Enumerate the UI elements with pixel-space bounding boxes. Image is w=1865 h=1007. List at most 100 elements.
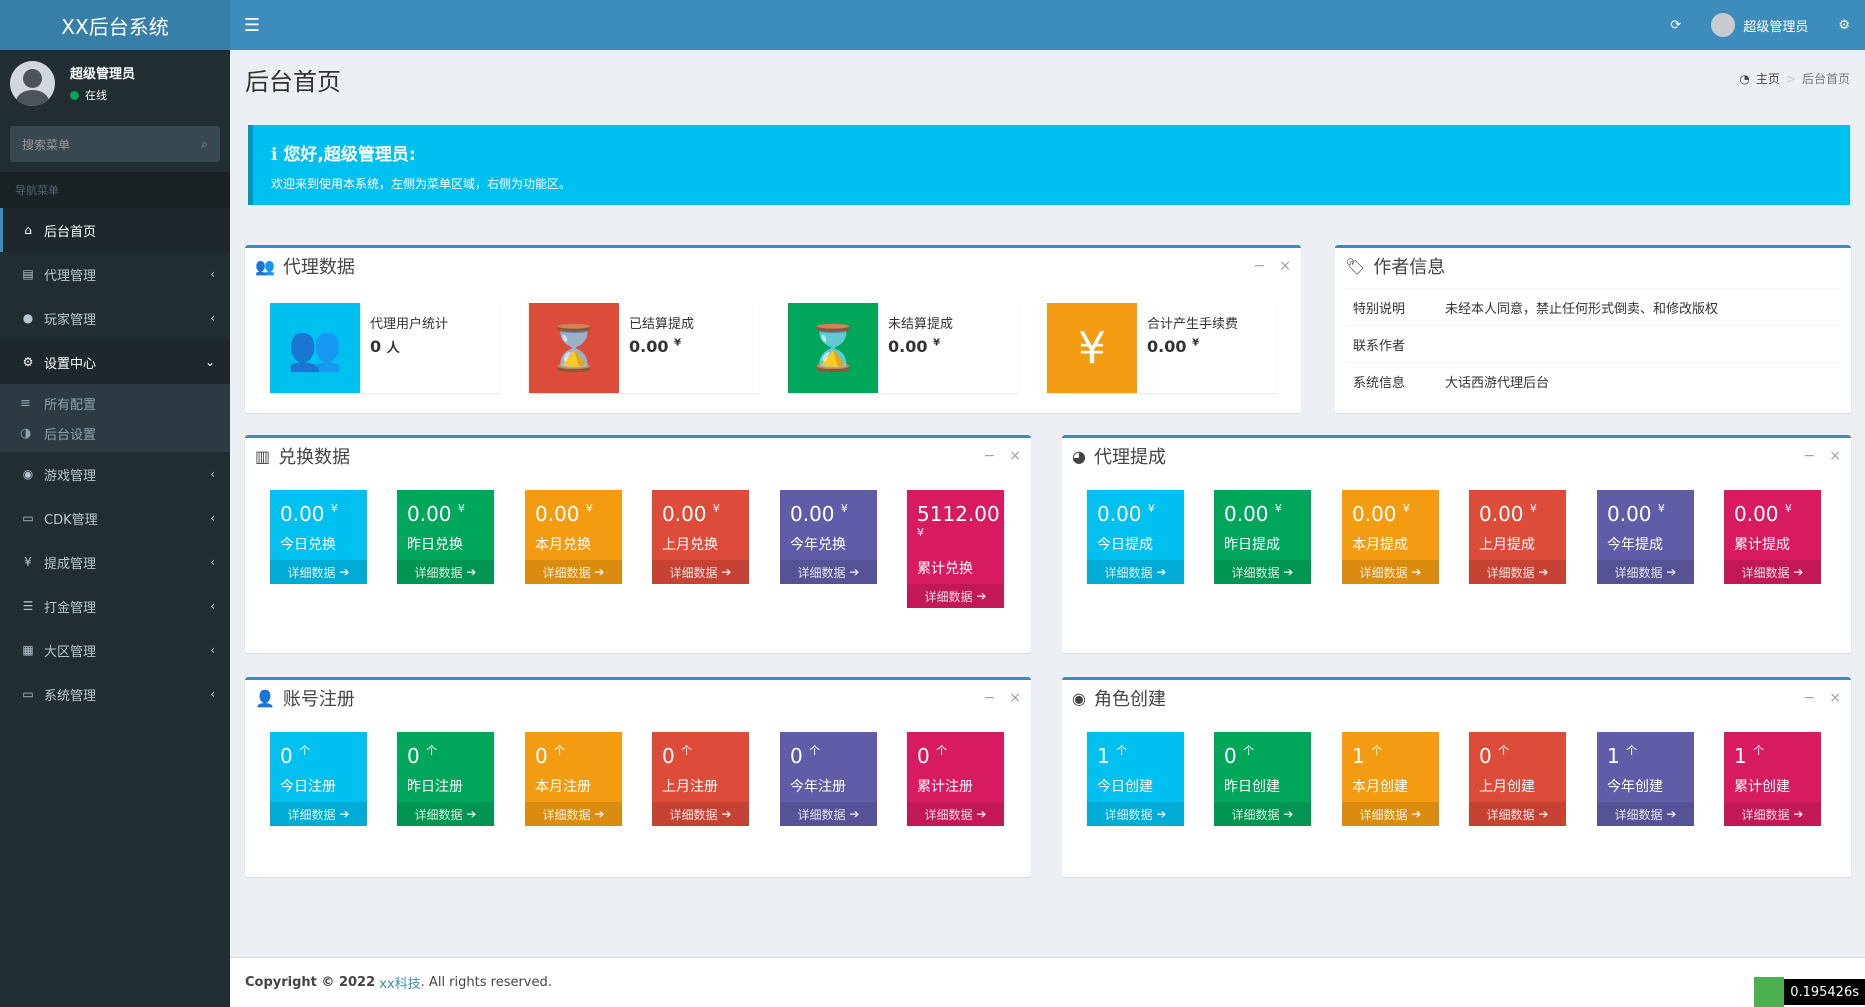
stat-box[interactable]: 0 个今年注册 详细数据 ➔ xyxy=(780,732,877,826)
app-logo[interactable]: XX后台系统 xyxy=(0,0,230,50)
stat-box[interactable]: 0 个昨日创建 详细数据 ➔ xyxy=(1214,732,1311,826)
stat-box[interactable]: 0 个上月创建 详细数据 ➔ xyxy=(1469,732,1566,826)
sidebar-item-commission[interactable]: ¥ 提成管理 ‹ xyxy=(0,540,230,584)
stat-value: 1 xyxy=(1734,744,1747,768)
company-link[interactable]: xx科技 xyxy=(379,977,421,992)
more-info-link[interactable]: 详细数据 ➔ xyxy=(1342,802,1439,826)
info-box-value: 0.00 xyxy=(888,337,928,356)
sidebar-item-settings[interactable]: ⚙ 设置中心 ⌄ xyxy=(0,340,230,384)
agent-data-box: 👥 代理数据 − × 👥 代理用户统计 0 人 ⌛ 已结算提成 0.00 ¥ ⌛ 未… xyxy=(245,245,1301,413)
submenu-item-admin-settings[interactable]: ◑ 后台设置 xyxy=(0,418,230,448)
stat-box[interactable]: 0.00 ¥ 今年兑换 详细数据 ➔ xyxy=(780,490,877,584)
more-info-link[interactable]: 详细数据 ➔ xyxy=(907,584,1004,608)
more-info-link[interactable]: 详细数据 ➔ xyxy=(1469,802,1566,826)
sidebar-item-players[interactable]: ● 玩家管理 ‹ xyxy=(0,296,230,340)
sidebar-item-zones[interactable]: ▦ 大区管理 ‹ xyxy=(0,628,230,672)
stat-box[interactable]: 0.00 ¥ 昨日提成 详细数据 ➔ xyxy=(1214,490,1311,584)
more-info-link[interactable]: 详细数据 ➔ xyxy=(1087,802,1184,826)
stat-box[interactable]: 0 个本月注册 详细数据 ➔ xyxy=(525,732,622,826)
more-label: 详细数据 xyxy=(542,565,591,580)
breadcrumb: ◔ 主页 > 后台首页 xyxy=(1739,70,1850,87)
exchange-data-box: ▥ 兑换数据 − × 0.00 ¥ 今日兑换 详细数据 ➔ 0.00 ¥ 昨日兑换 详细数据… xyxy=(245,435,1031,653)
stat-box[interactable]: 1 个本月创建 详细数据 ➔ xyxy=(1342,732,1439,826)
more-info-link[interactable]: 详细数据 ➔ xyxy=(397,560,494,584)
close-icon[interactable]: × xyxy=(1829,448,1841,464)
stat-box[interactable]: 0.00 ¥ 昨日兑换 详细数据 ➔ xyxy=(397,490,494,584)
more-label: 详细数据 xyxy=(414,565,463,580)
more-info-link[interactable]: 详细数据 ➔ xyxy=(780,802,877,826)
more-info-link[interactable]: 详细数据 ➔ xyxy=(1469,560,1566,584)
stat-box[interactable]: 0.00 ¥ 本月兑换 详细数据 ➔ xyxy=(525,490,622,584)
sidebar-item-home[interactable]: ⌂ 后台首页 xyxy=(0,208,230,252)
more-info-link[interactable]: 详细数据 ➔ xyxy=(1214,560,1311,584)
table-row: 系统信息 大话西游代理后台 xyxy=(1345,362,1841,400)
stat-box[interactable]: 1 个今日创建 详细数据 ➔ xyxy=(1087,732,1184,826)
refresh-icon[interactable]: ⟳ xyxy=(1670,17,1682,33)
search-input[interactable]: 搜索菜单 ⌕ xyxy=(10,126,220,162)
more-info-link[interactable]: 详细数据 ➔ xyxy=(780,560,877,584)
stat-value: 0 xyxy=(917,744,930,768)
stat-box[interactable]: 1 个累计创建 详细数据 ➔ xyxy=(1724,732,1821,826)
collapse-icon[interactable]: − xyxy=(1803,690,1816,706)
collapse-icon[interactable]: − xyxy=(1253,258,1266,274)
collapse-icon[interactable]: − xyxy=(983,690,996,706)
more-label: 详细数据 xyxy=(414,807,463,822)
sidebar-item-games[interactable]: ◉ 游戏管理 ‹ xyxy=(0,452,230,496)
close-icon[interactable]: × xyxy=(1009,448,1021,464)
stat-box[interactable]: 5112.00 ¥ 累计兑换 详细数据 ➔ xyxy=(907,490,1004,608)
arrow-circle-right-icon: ➔ xyxy=(1283,565,1294,579)
arrow-circle-right-icon: ➔ xyxy=(1666,565,1677,579)
stat-box[interactable]: 0.00 ¥ 上月兑换 详细数据 ➔ xyxy=(652,490,749,584)
stat-box[interactable]: 0 个上月注册 详细数据 ➔ xyxy=(652,732,749,826)
more-info-link[interactable]: 详细数据 ➔ xyxy=(1214,802,1311,826)
collapse-icon[interactable]: − xyxy=(983,448,996,464)
stat-unit: 个 xyxy=(554,744,566,757)
more-info-link[interactable]: 详细数据 ➔ xyxy=(652,560,749,584)
close-icon[interactable]: × xyxy=(1829,690,1841,706)
more-info-link[interactable]: 详细数据 ➔ xyxy=(907,802,1004,826)
close-icon[interactable]: × xyxy=(1009,690,1021,706)
sidebar-toggle-icon[interactable]: ☰ xyxy=(243,14,261,36)
close-icon[interactable]: × xyxy=(1279,258,1291,274)
stat-box[interactable]: 0.00 ¥ 本月提成 详细数据 ➔ xyxy=(1342,490,1439,584)
more-info-link[interactable]: 详细数据 ➔ xyxy=(525,560,622,584)
stat-box[interactable]: 0 个昨日注册 详细数据 ➔ xyxy=(397,732,494,826)
stat-box[interactable]: 0.00 ¥ 今日提成 详细数据 ➔ xyxy=(1087,490,1184,584)
user-panel: 超级管理员 在线 xyxy=(0,50,230,116)
info-box-unit: ¥ xyxy=(1192,337,1200,349)
stat-box[interactable]: 0 个今日注册 详细数据 ➔ xyxy=(270,732,367,826)
stat-box[interactable]: 0.00 ¥ 上月提成 详细数据 ➔ xyxy=(1469,490,1566,584)
stat-box[interactable]: 0.00 ¥ 今日兑换 详细数据 ➔ xyxy=(270,490,367,584)
more-info-link[interactable]: 详细数据 ➔ xyxy=(1597,802,1694,826)
info-box-label: 合计产生手续费 xyxy=(1147,317,1239,332)
more-info-link[interactable]: 详细数据 ➔ xyxy=(270,802,367,826)
search-icon[interactable]: ⌕ xyxy=(201,136,208,151)
submenu-item-label: 所有配置 xyxy=(44,397,97,413)
breadcrumb-current: 后台首页 xyxy=(1801,72,1850,86)
sidebar-item-cdk[interactable]: ▭ CDK管理 ‹ xyxy=(0,496,230,540)
stat-box[interactable]: 0.00 ¥ 今年提成 详细数据 ➔ xyxy=(1597,490,1694,584)
more-info-link[interactable]: 详细数据 ➔ xyxy=(525,802,622,826)
more-info-link[interactable]: 详细数据 ➔ xyxy=(1724,802,1821,826)
settings-gear-icon[interactable]: ⚙ xyxy=(1838,17,1850,33)
stat-box[interactable]: 0 个累计注册 详细数据 ➔ xyxy=(907,732,1004,826)
collapse-icon[interactable]: − xyxy=(1803,448,1816,464)
submenu-item-all-config[interactable]: ≡ 所有配置 xyxy=(0,388,230,418)
stat-unit: ¥ xyxy=(457,502,465,515)
more-info-link[interactable]: 详细数据 ➔ xyxy=(1342,560,1439,584)
sidebar-item-gold[interactable]: ☰ 打金管理 ‹ xyxy=(0,584,230,628)
sidebar-item-system[interactable]: ▭ 系统管理 ‹ xyxy=(0,672,230,716)
more-info-link[interactable]: 详细数据 ➔ xyxy=(1724,560,1821,584)
more-info-link[interactable]: 详细数据 ➔ xyxy=(397,802,494,826)
breadcrumb-home[interactable]: 主页 xyxy=(1755,72,1780,86)
stat-box[interactable]: 1 个今年创建 详细数据 ➔ xyxy=(1597,732,1694,826)
stat-box[interactable]: 0.00 ¥ 累计提成 详细数据 ➔ xyxy=(1724,490,1821,584)
sidebar-item-agents[interactable]: ▤ 代理管理 ‹ xyxy=(0,252,230,296)
more-info-link[interactable]: 详细数据 ➔ xyxy=(1087,560,1184,584)
more-info-link[interactable]: 详细数据 ➔ xyxy=(1597,560,1694,584)
more-info-link[interactable]: 详细数据 ➔ xyxy=(652,802,749,826)
info-box-value: 0.00 xyxy=(1147,337,1187,356)
footer: Copyright © 2022 xx科技. All rights reserv… xyxy=(230,957,1865,1007)
more-info-link[interactable]: 详细数据 ➔ xyxy=(270,560,367,584)
user-menu[interactable]: 超级管理员 xyxy=(1696,0,1823,50)
